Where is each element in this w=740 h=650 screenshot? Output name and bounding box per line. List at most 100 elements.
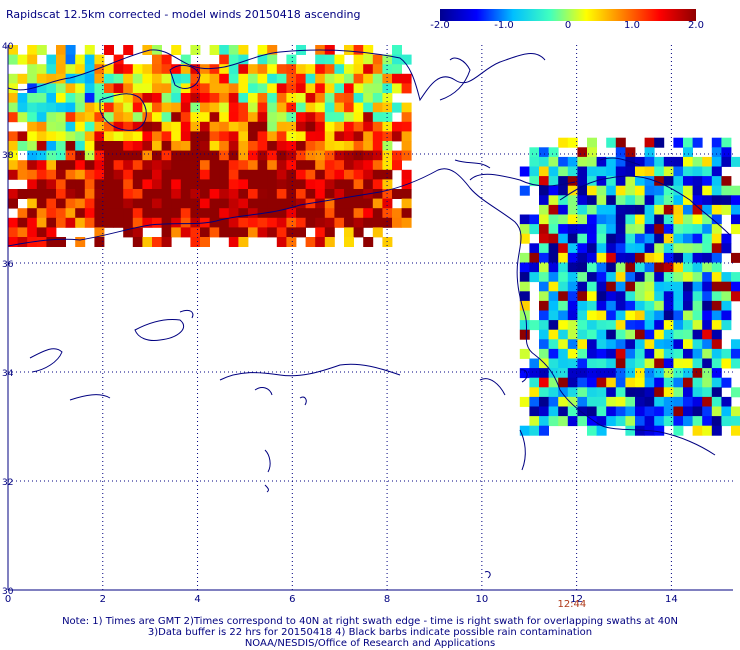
wind-difference-cell — [132, 150, 143, 161]
wind-difference-cell — [276, 83, 287, 94]
wind-difference-cell — [577, 243, 588, 254]
wind-difference-cell — [548, 348, 559, 359]
wind-difference-cell — [663, 320, 674, 331]
wind-difference-cell — [75, 54, 86, 65]
wind-difference-cell — [46, 73, 57, 84]
wind-difference-cell — [200, 131, 210, 142]
wind-difference-cell — [702, 368, 713, 379]
wind-difference-cell — [200, 73, 210, 84]
wind-difference-cell — [635, 368, 645, 379]
wind-difference-cell — [635, 176, 645, 187]
wind-difference-cell — [392, 73, 402, 84]
wind-difference-cell — [644, 329, 655, 340]
wind-difference-cell — [286, 217, 297, 228]
wind-difference-cell — [324, 150, 335, 161]
wind-difference-cell — [296, 121, 306, 132]
wind-difference-cell — [654, 320, 665, 331]
wind-difference-cell — [401, 131, 412, 142]
wind-difference-cell — [286, 189, 297, 199]
wind-difference-cell — [334, 141, 345, 151]
wind-difference-cell — [353, 64, 364, 75]
wind-difference-cell — [673, 224, 684, 235]
wind-difference-cell — [238, 93, 249, 103]
wind-difference-cell — [315, 237, 326, 247]
wind-difference-cell — [702, 425, 713, 436]
wind-difference-cell — [625, 310, 636, 321]
wind-difference-cell — [36, 73, 47, 84]
wind-difference-cell — [635, 233, 645, 244]
wind-difference-cell — [577, 185, 588, 196]
wind-difference-cell — [104, 83, 114, 94]
wind-difference-cell — [577, 406, 588, 417]
wind-difference-cell — [315, 169, 326, 180]
wind-difference-cell — [276, 112, 287, 123]
wind-difference-cell — [296, 189, 306, 199]
wind-difference-cell — [596, 185, 607, 196]
wind-difference-cell — [392, 131, 402, 142]
wind-difference-cell — [152, 121, 162, 132]
wind-difference-cell — [152, 102, 162, 113]
map-plot: 0 2 4 6 8 10 12 14 40 38 36 34 32 30 — [2, 42, 740, 605]
x-tick-label: 4 — [194, 594, 200, 605]
wind-difference-cell — [548, 416, 559, 427]
wind-difference-cell — [257, 141, 268, 151]
wind-difference-cell — [324, 112, 335, 123]
wind-difference-cell — [644, 416, 655, 427]
wind-difference-cell — [152, 64, 162, 75]
wind-difference-cell — [548, 396, 559, 407]
wind-difference-cell — [142, 160, 153, 171]
wind-difference-cell — [305, 141, 316, 151]
wind-difference-cell — [238, 227, 249, 238]
wind-difference-cell — [171, 112, 182, 123]
wind-difference-cell — [84, 112, 95, 123]
wind-difference-cell — [692, 156, 703, 167]
wind-difference-cell — [142, 83, 153, 94]
wind-difference-cell — [702, 329, 713, 340]
wind-difference-cell — [692, 387, 703, 398]
wind-difference-cell — [353, 141, 364, 151]
wind-difference-cell — [286, 64, 297, 75]
wind-difference-cell — [615, 387, 626, 398]
wind-difference-cell — [567, 176, 578, 187]
wind-difference-cell — [392, 102, 402, 113]
wind-difference-cell — [692, 243, 703, 254]
wind-difference-cell — [692, 233, 703, 244]
wind-difference-cell — [683, 176, 693, 187]
wind-difference-cell — [548, 243, 559, 254]
wind-difference-cell — [721, 195, 732, 206]
wind-difference-cell — [625, 166, 636, 177]
colorbar-tick-label: 2.0 — [688, 20, 704, 31]
wind-difference-cell — [587, 195, 597, 206]
wind-difference-cell — [353, 150, 364, 161]
wind-difference-cell — [606, 252, 617, 263]
wind-difference-cell — [104, 73, 114, 84]
wind-difference-cell — [305, 121, 316, 132]
wind-difference-cell — [190, 121, 201, 132]
wind-difference-cell — [267, 198, 278, 209]
wind-difference-cell — [344, 150, 354, 161]
wind-difference-cell — [539, 195, 549, 206]
wind-difference-cell — [372, 217, 383, 228]
wind-difference-cell — [587, 416, 597, 427]
wind-difference-cell — [673, 195, 684, 206]
wind-difference-cell — [200, 141, 210, 151]
wind-difference-cell — [200, 198, 210, 209]
wind-difference-cell — [683, 252, 693, 263]
wind-difference-cell — [587, 281, 597, 292]
wind-difference-cell — [46, 93, 57, 103]
wind-difference-cell — [615, 166, 626, 177]
wind-difference-cell — [567, 195, 578, 206]
wind-difference-cell — [65, 121, 76, 132]
wind-difference-cell — [635, 339, 645, 350]
wind-difference-cell — [171, 131, 182, 142]
wind-difference-cell — [65, 198, 76, 209]
wind-difference-cell — [94, 169, 105, 180]
wind-difference-cell — [577, 300, 588, 311]
wind-difference-cell — [267, 217, 278, 228]
wind-difference-cell — [644, 243, 655, 254]
wind-difference-cell — [353, 208, 364, 219]
wind-difference-cell — [209, 227, 220, 238]
wind-difference-cell — [142, 141, 153, 151]
wind-difference-cell — [654, 137, 665, 148]
wind-difference-cell — [363, 179, 374, 190]
